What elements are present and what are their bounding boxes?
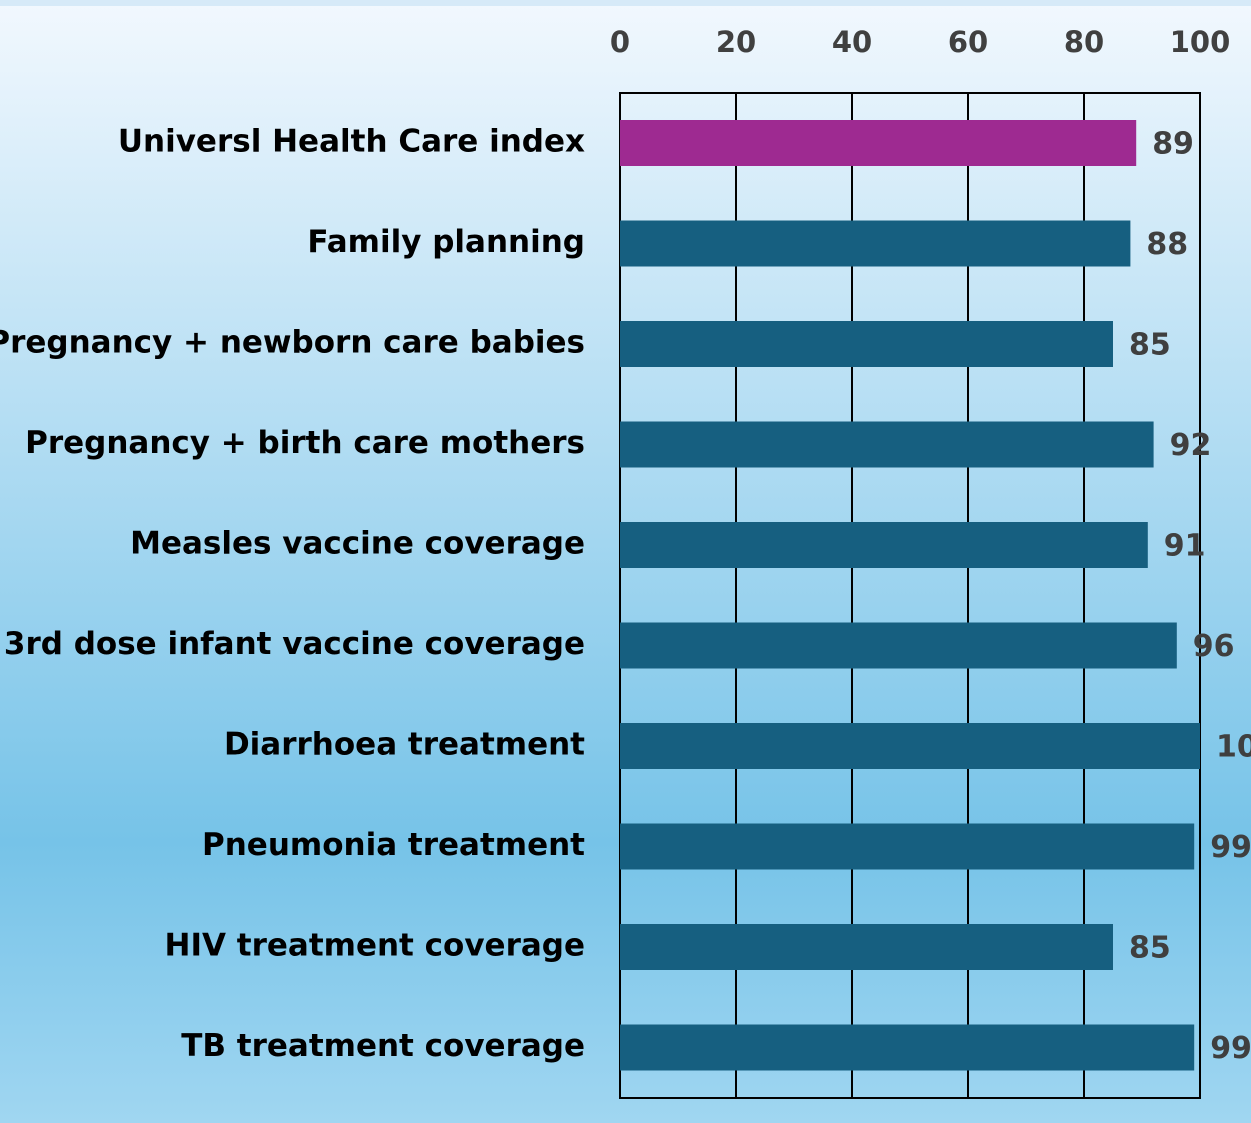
- plot-border: [619, 92, 1201, 1099]
- bar: [620, 823, 1195, 870]
- category-label: 3rd dose infant vaccine coverage: [4, 626, 585, 662]
- value-label: 99: [1210, 1031, 1251, 1066]
- bar: [620, 622, 1177, 669]
- x-tick-label: 80: [1064, 25, 1104, 59]
- category-label: Universl Health Care index: [118, 124, 585, 160]
- bar: [620, 723, 1200, 769]
- value-label: 96: [1193, 629, 1235, 664]
- bar: [620, 421, 1154, 468]
- category-label: Pregnancy + birth care mothers: [25, 425, 585, 461]
- x-tick-label: 40: [832, 25, 872, 59]
- x-tick-label: 100: [1170, 25, 1231, 59]
- value-label: 88: [1146, 227, 1188, 262]
- category-label: Family planning: [307, 224, 585, 260]
- value-label: 89: [1152, 127, 1194, 162]
- top-strip: [0, 0, 1251, 6]
- value-label: 100: [1216, 730, 1251, 765]
- category-label: Measles vaccine coverage: [130, 526, 585, 562]
- bar: [620, 220, 1131, 267]
- x-tick-label: 0: [610, 25, 630, 59]
- category-label: Diarrhoea treatment: [224, 727, 585, 763]
- category-label: HIV treatment coverage: [165, 928, 585, 964]
- value-label: 85: [1129, 328, 1171, 363]
- category-label: Pregnancy + newborn care babies: [0, 325, 585, 361]
- x-tick-label: 60: [948, 25, 988, 59]
- value-label: 85: [1129, 931, 1171, 966]
- bar: [620, 522, 1148, 568]
- bar: [620, 321, 1113, 367]
- bar: [620, 1024, 1195, 1071]
- category-label: Pneumonia treatment: [202, 827, 585, 863]
- value-label: 99: [1210, 830, 1251, 865]
- bar: [620, 924, 1113, 970]
- bar: [620, 120, 1137, 166]
- category-label: TB treatment coverage: [181, 1028, 585, 1064]
- value-label: 92: [1170, 428, 1212, 463]
- x-tick-label: 20: [716, 25, 756, 59]
- value-label: 91: [1164, 529, 1206, 564]
